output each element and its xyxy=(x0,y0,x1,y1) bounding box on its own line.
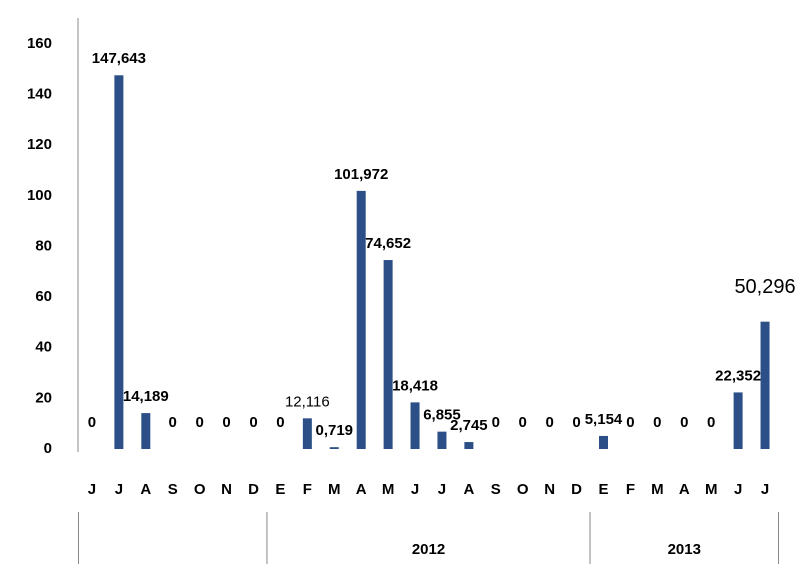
value-label: 0 xyxy=(626,414,634,431)
value-label: 74,652 xyxy=(365,235,411,252)
x-tick-label: J xyxy=(734,481,742,498)
value-label: 0 xyxy=(519,414,527,431)
bar xyxy=(733,392,743,449)
x-tick-label: A xyxy=(356,481,367,498)
value-label: 6,855 xyxy=(423,407,461,424)
value-label: 0 xyxy=(195,414,203,431)
x-tick-label: E xyxy=(275,481,285,498)
value-label: 18,418 xyxy=(392,377,438,394)
bar xyxy=(599,435,608,449)
x-tick-label: A xyxy=(679,481,690,498)
value-label: 147,643 xyxy=(92,50,146,67)
value-label: 0 xyxy=(88,414,96,431)
x-tick-label: J xyxy=(761,481,769,498)
value-label: 0 xyxy=(276,414,284,431)
bar xyxy=(760,321,770,449)
x-tick-label: D xyxy=(248,481,259,498)
group-label: 2012 xyxy=(412,541,445,558)
x-tick-label: M xyxy=(382,481,395,498)
x-tick-label: O xyxy=(194,481,206,498)
group-label: 2013 xyxy=(668,541,701,558)
bar xyxy=(464,442,474,449)
value-label: 12,116 xyxy=(285,393,330,410)
value-label: 0 xyxy=(222,414,230,431)
x-tick-label: S xyxy=(168,481,178,498)
x-tick-label: J xyxy=(411,481,419,498)
x-tick-label: J xyxy=(88,481,96,498)
bar xyxy=(410,402,420,449)
value-label: 0 xyxy=(572,414,580,431)
y-tick-label: 20 xyxy=(35,389,52,406)
x-tick-label: S xyxy=(491,481,501,498)
value-label: 2,745 xyxy=(450,417,488,434)
y-tick-label: 60 xyxy=(35,288,52,305)
y-tick-label: 120 xyxy=(27,136,52,153)
y-tick-label: 40 xyxy=(35,339,52,356)
bar xyxy=(437,431,447,449)
x-tick-label: O xyxy=(517,481,529,498)
y-tick-label: 0 xyxy=(44,440,52,457)
value-label: 22,352 xyxy=(715,367,761,384)
x-tick-label: J xyxy=(115,481,123,498)
value-label: 0 xyxy=(249,414,257,431)
bar xyxy=(141,413,151,449)
x-tick-label: N xyxy=(544,481,555,498)
x-tick-label: A xyxy=(463,481,474,498)
y-tick-label: 80 xyxy=(35,237,52,254)
value-label: 0,719 xyxy=(315,422,353,439)
x-tick-label: N xyxy=(221,481,232,498)
value-label: 101,972 xyxy=(334,166,388,183)
bar xyxy=(329,447,339,449)
x-tick-label: A xyxy=(140,481,151,498)
y-tick-label: 140 xyxy=(27,86,52,103)
value-label: 0 xyxy=(707,414,715,431)
y-tick-label: 160 xyxy=(27,35,52,52)
bar xyxy=(302,418,312,449)
value-label: 0 xyxy=(169,414,177,431)
x-tick-label: M xyxy=(705,481,718,498)
x-tick-label: E xyxy=(598,481,608,498)
value-label: 0 xyxy=(545,414,553,431)
bar xyxy=(383,260,393,449)
x-tick-label: D xyxy=(571,481,582,498)
x-tick-label: M xyxy=(651,481,664,498)
value-label: 0 xyxy=(680,414,688,431)
x-tick-label: M xyxy=(328,481,341,498)
value-label: 0 xyxy=(653,414,661,431)
value-label: 14,189 xyxy=(123,388,169,405)
x-tick-label: F xyxy=(303,481,312,498)
y-tick-label: 100 xyxy=(27,187,52,204)
bar xyxy=(356,190,366,450)
x-tick-label: J xyxy=(438,481,446,498)
value-label: 5,154 xyxy=(585,411,623,428)
value-label: 0 xyxy=(492,414,500,431)
bar xyxy=(114,75,124,449)
value-label: 50,296 xyxy=(734,276,795,298)
x-tick-label: F xyxy=(626,481,635,498)
